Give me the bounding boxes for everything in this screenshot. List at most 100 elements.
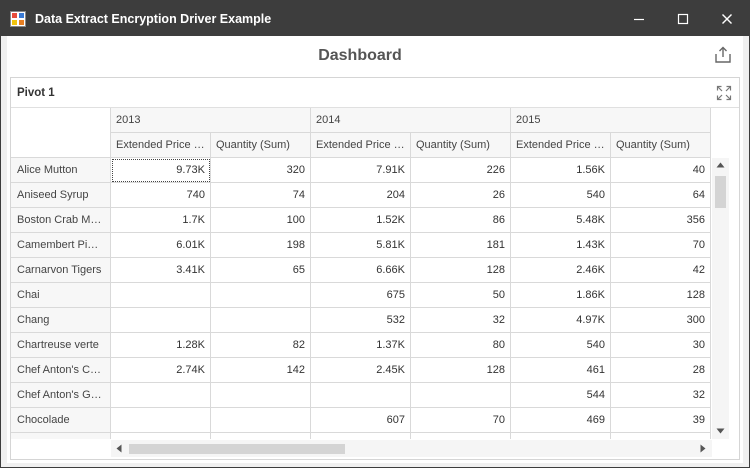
- data-cell[interactable]: 32: [611, 383, 711, 408]
- data-cell[interactable]: 50: [411, 283, 511, 308]
- data-cell[interactable]: 5.48K: [511, 208, 611, 233]
- scroll-up-icon[interactable]: [716, 162, 725, 168]
- data-cell[interactable]: 128: [611, 283, 711, 308]
- row-header[interactable]: Chai: [11, 283, 111, 308]
- data-cell[interactable]: 142: [211, 358, 311, 383]
- data-cell[interactable]: 1.86K: [511, 283, 611, 308]
- data-cell[interactable]: [411, 433, 511, 439]
- data-cell[interactable]: 30: [611, 333, 711, 358]
- data-cell[interactable]: 469: [511, 408, 611, 433]
- data-cell[interactable]: 3.41K: [111, 258, 211, 283]
- vertical-scroll-thumb[interactable]: [715, 176, 726, 208]
- data-cell[interactable]: 740: [111, 183, 211, 208]
- data-cell[interactable]: 128: [411, 358, 511, 383]
- data-cell[interactable]: 70: [411, 408, 511, 433]
- data-cell[interactable]: 540: [511, 183, 611, 208]
- data-cell[interactable]: 2.45K: [311, 358, 411, 383]
- data-cell[interactable]: 1.37K: [311, 333, 411, 358]
- data-cell[interactable]: 128: [411, 258, 511, 283]
- data-cell[interactable]: 2.74K: [111, 358, 211, 383]
- data-cell[interactable]: [211, 383, 311, 408]
- data-cell[interactable]: 39: [611, 408, 711, 433]
- data-cell[interactable]: 607: [311, 408, 411, 433]
- data-cell[interactable]: 40: [611, 158, 711, 183]
- data-cell[interactable]: 675: [311, 283, 411, 308]
- data-cell[interactable]: 5.81K: [311, 233, 411, 258]
- row-header[interactable]: Carnarvon Tigers: [11, 258, 111, 283]
- data-cell[interactable]: 74: [211, 183, 311, 208]
- data-cell[interactable]: [111, 383, 211, 408]
- row-header[interactable]: Chocolade: [11, 408, 111, 433]
- data-cell[interactable]: 356: [611, 208, 711, 233]
- data-cell[interactable]: [211, 283, 311, 308]
- data-cell[interactable]: 6.01K: [111, 233, 211, 258]
- horizontal-scroll-thumb[interactable]: [129, 444, 345, 454]
- column-header-measure[interactable]: Extended Price (...: [511, 133, 611, 158]
- column-header-year[interactable]: 2014: [311, 108, 511, 133]
- data-cell[interactable]: 82: [211, 333, 311, 358]
- data-cell[interactable]: 32: [411, 308, 511, 333]
- data-cell[interactable]: [111, 283, 211, 308]
- column-header-measure[interactable]: Quantity (Sum): [211, 133, 311, 158]
- column-header-measure[interactable]: Extended Price (...: [311, 133, 411, 158]
- data-cell[interactable]: 540: [511, 333, 611, 358]
- data-cell[interactable]: [211, 308, 311, 333]
- export-button[interactable]: [713, 45, 733, 65]
- data-cell[interactable]: 4.97K: [511, 308, 611, 333]
- data-cell[interactable]: 198: [211, 233, 311, 258]
- scroll-right-icon[interactable]: [700, 444, 706, 453]
- data-cell[interactable]: [611, 433, 711, 439]
- close-button[interactable]: [705, 1, 749, 36]
- data-cell[interactable]: 226: [411, 158, 511, 183]
- data-cell[interactable]: 532: [311, 308, 411, 333]
- data-cell[interactable]: [111, 308, 211, 333]
- data-cell[interactable]: 2.46K: [511, 258, 611, 283]
- data-cell[interactable]: 1.7K: [111, 208, 211, 233]
- data-cell[interactable]: 9.73K: [111, 158, 211, 183]
- vertical-scrollbar[interactable]: [712, 158, 729, 439]
- row-header[interactable]: Chef Anton's Gu...: [11, 383, 111, 408]
- data-cell[interactable]: [111, 433, 211, 439]
- column-header-year[interactable]: 2015: [511, 108, 711, 133]
- data-cell[interactable]: [311, 383, 411, 408]
- data-cell[interactable]: 544: [511, 383, 611, 408]
- data-cell[interactable]: 65: [211, 258, 311, 283]
- column-header-measure[interactable]: Extended Price (...: [111, 133, 211, 158]
- row-header[interactable]: Chef Anton's Ca...: [11, 358, 111, 383]
- data-cell[interactable]: [311, 433, 411, 439]
- data-cell[interactable]: 86: [411, 208, 511, 233]
- column-header-measure[interactable]: Quantity (Sum): [611, 133, 711, 158]
- row-header[interactable]: Alice Mutton: [11, 158, 111, 183]
- row-header[interactable]: [11, 433, 111, 439]
- row-header[interactable]: Aniseed Syrup: [11, 183, 111, 208]
- data-cell[interactable]: [211, 408, 311, 433]
- row-header[interactable]: Camembert Pier...: [11, 233, 111, 258]
- column-header-year[interactable]: 2013: [111, 108, 311, 133]
- data-cell[interactable]: 181: [411, 233, 511, 258]
- data-cell[interactable]: 300: [611, 308, 711, 333]
- data-cell[interactable]: 42: [611, 258, 711, 283]
- data-cell[interactable]: 1.56K: [511, 158, 611, 183]
- minimize-button[interactable]: [617, 1, 661, 36]
- data-cell[interactable]: 70: [611, 233, 711, 258]
- data-cell[interactable]: [211, 433, 311, 439]
- row-header[interactable]: Chang: [11, 308, 111, 333]
- data-cell[interactable]: 100: [211, 208, 311, 233]
- data-cell[interactable]: 204: [311, 183, 411, 208]
- data-cell[interactable]: [511, 433, 611, 439]
- data-cell[interactable]: 6.66K: [311, 258, 411, 283]
- row-header[interactable]: Chartreuse verte: [11, 333, 111, 358]
- row-header[interactable]: Boston Crab Meat: [11, 208, 111, 233]
- data-cell[interactable]: [111, 408, 211, 433]
- data-cell[interactable]: 28: [611, 358, 711, 383]
- data-cell[interactable]: 7.91K: [311, 158, 411, 183]
- data-cell[interactable]: 1.52K: [311, 208, 411, 233]
- scroll-left-icon[interactable]: [116, 444, 122, 453]
- data-cell[interactable]: 461: [511, 358, 611, 383]
- maximize-item-button[interactable]: [716, 85, 732, 101]
- data-cell[interactable]: 1.28K: [111, 333, 211, 358]
- data-cell[interactable]: 1.43K: [511, 233, 611, 258]
- maximize-button[interactable]: [661, 1, 705, 36]
- scroll-down-icon[interactable]: [716, 428, 725, 434]
- data-cell[interactable]: 80: [411, 333, 511, 358]
